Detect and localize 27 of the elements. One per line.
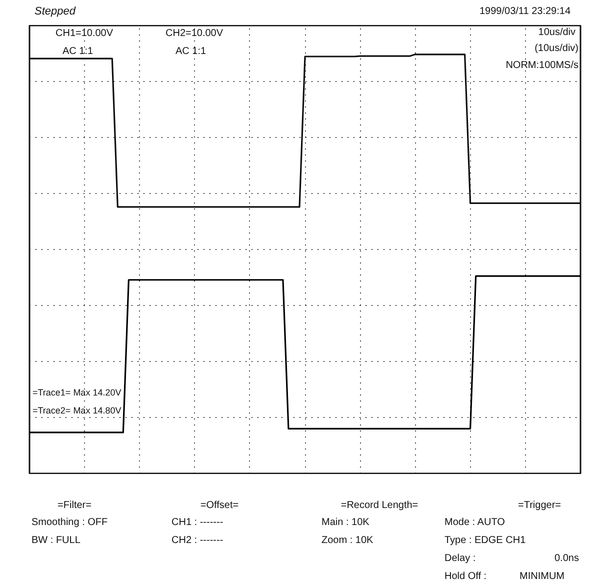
text: CH1=10.00V [56, 28, 114, 39]
text: =Trigger= [518, 500, 562, 511]
text: 0.0ns [554, 553, 579, 564]
annotation: AC 1:1 [176, 46, 207, 57]
text: CH2 : ------- [172, 535, 224, 546]
text: Hold Off : [444, 571, 487, 582]
text: Delay : [444, 553, 476, 564]
text: Smoothing : OFF [32, 517, 108, 528]
annotation: NORM:100MS/s [506, 60, 579, 71]
text: CH2=10.00V [166, 28, 224, 39]
text: Mode : AUTO [444, 517, 506, 528]
annotation: =Trace1= Max 14.20V [32, 388, 122, 398]
text: (10us/div) [534, 43, 578, 54]
text: Zoom : 10K [322, 535, 374, 546]
text: Type : EDGE CH1 [444, 535, 526, 546]
text: Main : 10K [322, 517, 370, 528]
text: CH1 : ------- [172, 517, 224, 528]
chart-subtitle: 1999/03/11 23:29:14 [480, 6, 571, 17]
text: =Offset= [200, 500, 239, 511]
text: =Filter= [58, 500, 92, 511]
annotation: AC 1:1 [62, 46, 94, 57]
annotation: =Trace2= Max 14.80V [32, 406, 122, 416]
text: MINIMUM [520, 571, 564, 582]
text: BW : FULL [32, 535, 81, 546]
text: 10us/div [538, 27, 576, 38]
text: =Record Length= [340, 500, 418, 511]
chart-title: Stepped [34, 6, 76, 18]
